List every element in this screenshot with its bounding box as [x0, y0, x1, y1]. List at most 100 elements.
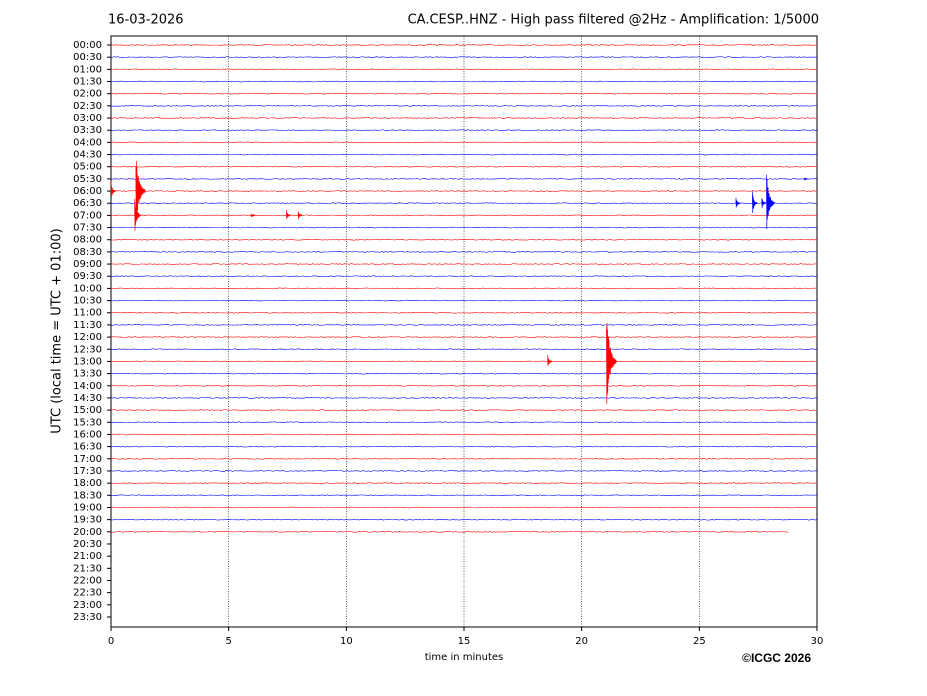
- trace: [110, 531, 789, 533]
- trace: [110, 397, 818, 399]
- y-tick-label: 09:00: [73, 259, 102, 270]
- trace: [110, 470, 818, 472]
- y-tick-label: 14:30: [73, 393, 102, 404]
- seismic-event: [134, 198, 141, 231]
- y-tick-label: 13:30: [73, 369, 102, 380]
- x-tick-label: 25: [693, 636, 706, 647]
- trace: [110, 44, 818, 46]
- y-tick-label: 18:30: [73, 490, 102, 501]
- seismic-event: [547, 355, 553, 366]
- y-tick-label: 07:30: [73, 223, 102, 234]
- trace: [110, 360, 818, 363]
- trace: [110, 287, 818, 290]
- trace: [110, 117, 818, 119]
- y-tick-label: 01:00: [73, 64, 102, 75]
- seismic-event: [110, 181, 117, 198]
- trace: [110, 372, 818, 375]
- trace: [110, 494, 818, 497]
- trace: [110, 165, 818, 168]
- seismic-event: [803, 177, 809, 181]
- y-tick-label: 20:30: [73, 539, 102, 550]
- trace: [110, 458, 818, 460]
- y-tick-label: 15:30: [73, 417, 102, 428]
- y-tick-label: 12:30: [73, 344, 102, 355]
- seismic-event: [286, 210, 291, 220]
- trace: [110, 214, 818, 217]
- y-tick-label: 08:30: [73, 247, 102, 258]
- trace: [110, 263, 818, 265]
- trace: [110, 68, 818, 71]
- y-tick-label: 05:00: [73, 162, 102, 173]
- y-tick-label: 00:00: [73, 40, 102, 51]
- trace: [110, 324, 818, 326]
- y-tick-label: 13:00: [73, 356, 102, 367]
- seismic-event: [761, 198, 766, 209]
- y-tick-label: 21:30: [73, 563, 102, 574]
- y-tick-label: 17:30: [73, 466, 102, 477]
- trace: [110, 238, 818, 241]
- y-tick-label: 06:00: [73, 186, 102, 197]
- y-tick-label: 08:00: [73, 235, 102, 246]
- trace: [110, 275, 818, 278]
- x-tick-label: 10: [340, 636, 353, 647]
- y-tick-label: 23:00: [73, 600, 102, 611]
- x-tick-label: 15: [458, 636, 471, 647]
- trace: [110, 92, 818, 95]
- x-tick-label: 0: [108, 636, 114, 647]
- y-tick-label: 23:30: [73, 612, 102, 623]
- seismic-event: [135, 161, 146, 221]
- y-tick-label: 14:00: [73, 381, 102, 392]
- trace: [110, 178, 818, 180]
- y-tick-label: 21:00: [73, 551, 102, 562]
- trace: [110, 409, 818, 411]
- y-tick-label: 17:00: [73, 454, 102, 465]
- trace: [110, 348, 818, 351]
- trace: [110, 226, 818, 229]
- y-tick-label: 19:00: [73, 502, 102, 513]
- seismic-event: [606, 322, 617, 404]
- x-tick-label: 5: [225, 636, 231, 647]
- y-tick-label: 02:30: [73, 101, 102, 112]
- trace: [110, 445, 818, 448]
- trace: [110, 202, 818, 204]
- y-tick-label: 16:00: [73, 429, 102, 440]
- trace: [110, 482, 818, 484]
- trace: [110, 251, 818, 253]
- y-tick-label: 10:00: [73, 283, 102, 294]
- y-tick-label: 03:30: [73, 125, 102, 136]
- trace: [110, 506, 818, 509]
- seismic-event: [250, 213, 256, 218]
- y-tick-label: 11:00: [73, 308, 102, 319]
- y-tick-label: 20:00: [73, 527, 102, 538]
- trace: [110, 80, 818, 83]
- trace: [110, 433, 818, 436]
- trace: [110, 141, 818, 144]
- trace: [110, 311, 818, 314]
- trace: [110, 153, 818, 156]
- y-tick-label: 16:30: [73, 442, 102, 453]
- date: 16-03-2026: [108, 13, 184, 28]
- y-axis-label: UTC (local time = UTC + 01:00): [50, 228, 65, 433]
- y-tick-label: 15:00: [73, 405, 102, 416]
- chart-title: CA.CESP..HNZ - High pass filtered @2Hz -…: [408, 13, 819, 28]
- trace: [110, 384, 818, 387]
- y-tick-label: 22:30: [73, 588, 102, 599]
- y-tick-label: 12:00: [73, 332, 102, 343]
- trace: [110, 299, 818, 302]
- x-axis-label: time in minutes: [425, 652, 504, 663]
- trace: [110, 129, 818, 131]
- y-tick-label: 03:00: [73, 113, 102, 124]
- x-tick-label: 20: [575, 636, 588, 647]
- y-tick-label: 18:00: [73, 478, 102, 489]
- trace: [110, 190, 818, 192]
- y-tick-label: 19:30: [73, 515, 102, 526]
- y-tick-label: 07:00: [73, 210, 102, 221]
- y-tick-label: 06:30: [73, 198, 102, 209]
- trace: [110, 56, 818, 58]
- copyright: ©ICGC 2026: [742, 651, 811, 665]
- y-tick-label: 04:30: [73, 150, 102, 161]
- y-tick-label: 00:30: [73, 52, 102, 63]
- seismic-event: [752, 191, 758, 213]
- trace: [110, 336, 818, 338]
